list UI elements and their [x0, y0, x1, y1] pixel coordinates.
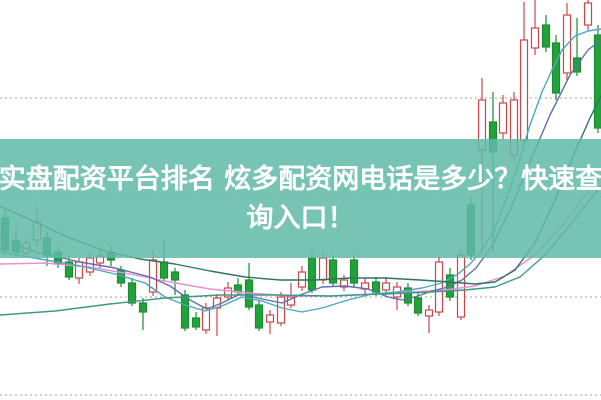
candle-body — [498, 102, 508, 134]
candle-body — [318, 257, 328, 281]
candle-body — [413, 297, 423, 314]
candle-down — [328, 255, 338, 287]
candle-down — [413, 293, 423, 316]
candle-body — [328, 259, 338, 284]
candle-body — [95, 255, 105, 264]
candle-body — [276, 296, 286, 324]
candle-down — [307, 252, 317, 293]
candle-body — [403, 287, 413, 304]
candle-body — [127, 282, 137, 304]
candle-down — [466, 198, 476, 260]
candle-up — [424, 305, 434, 333]
candle-body — [223, 287, 233, 298]
candle-body — [0, 217, 10, 251]
candle-down — [254, 300, 264, 331]
candle-body — [159, 261, 169, 279]
candle-body — [265, 314, 275, 323]
candle-body — [85, 257, 95, 273]
candle-down — [403, 283, 413, 306]
candle-body — [466, 204, 476, 256]
candle-body — [477, 99, 487, 151]
candle-body — [593, 34, 601, 129]
candle-up — [456, 250, 466, 320]
candle-up — [498, 95, 508, 140]
candle-up — [530, 0, 540, 55]
candle-down — [170, 268, 180, 295]
candle-body — [530, 27, 540, 49]
candle-up — [265, 310, 275, 334]
candle-body — [64, 261, 74, 278]
candle-body — [488, 121, 498, 153]
candle-body — [349, 259, 359, 284]
candle-down — [191, 312, 201, 330]
candle-body — [42, 237, 52, 257]
candle-up — [276, 292, 286, 326]
candle-down — [349, 254, 359, 287]
candle-body — [148, 259, 158, 293]
candle-body — [307, 257, 317, 291]
candle-body — [191, 317, 201, 328]
candle-down — [138, 298, 148, 330]
candle-body — [541, 24, 551, 48]
candle-up — [509, 92, 519, 162]
candle-body — [434, 261, 444, 313]
candle-body — [519, 39, 529, 141]
candle-up — [381, 277, 391, 295]
candle-body — [74, 261, 84, 279]
candle-body — [456, 254, 466, 318]
candle-up — [583, 0, 593, 30]
candle-body — [339, 279, 349, 288]
candle-body — [180, 294, 190, 329]
candle-body — [138, 302, 148, 313]
candle-body — [424, 309, 434, 317]
candle-body — [509, 99, 519, 156]
candle-body — [583, 2, 593, 26]
candle-down — [541, 15, 551, 52]
candle-body — [381, 282, 391, 291]
candle-up — [434, 256, 444, 316]
candle-body — [254, 304, 264, 329]
candle-body — [170, 271, 180, 281]
